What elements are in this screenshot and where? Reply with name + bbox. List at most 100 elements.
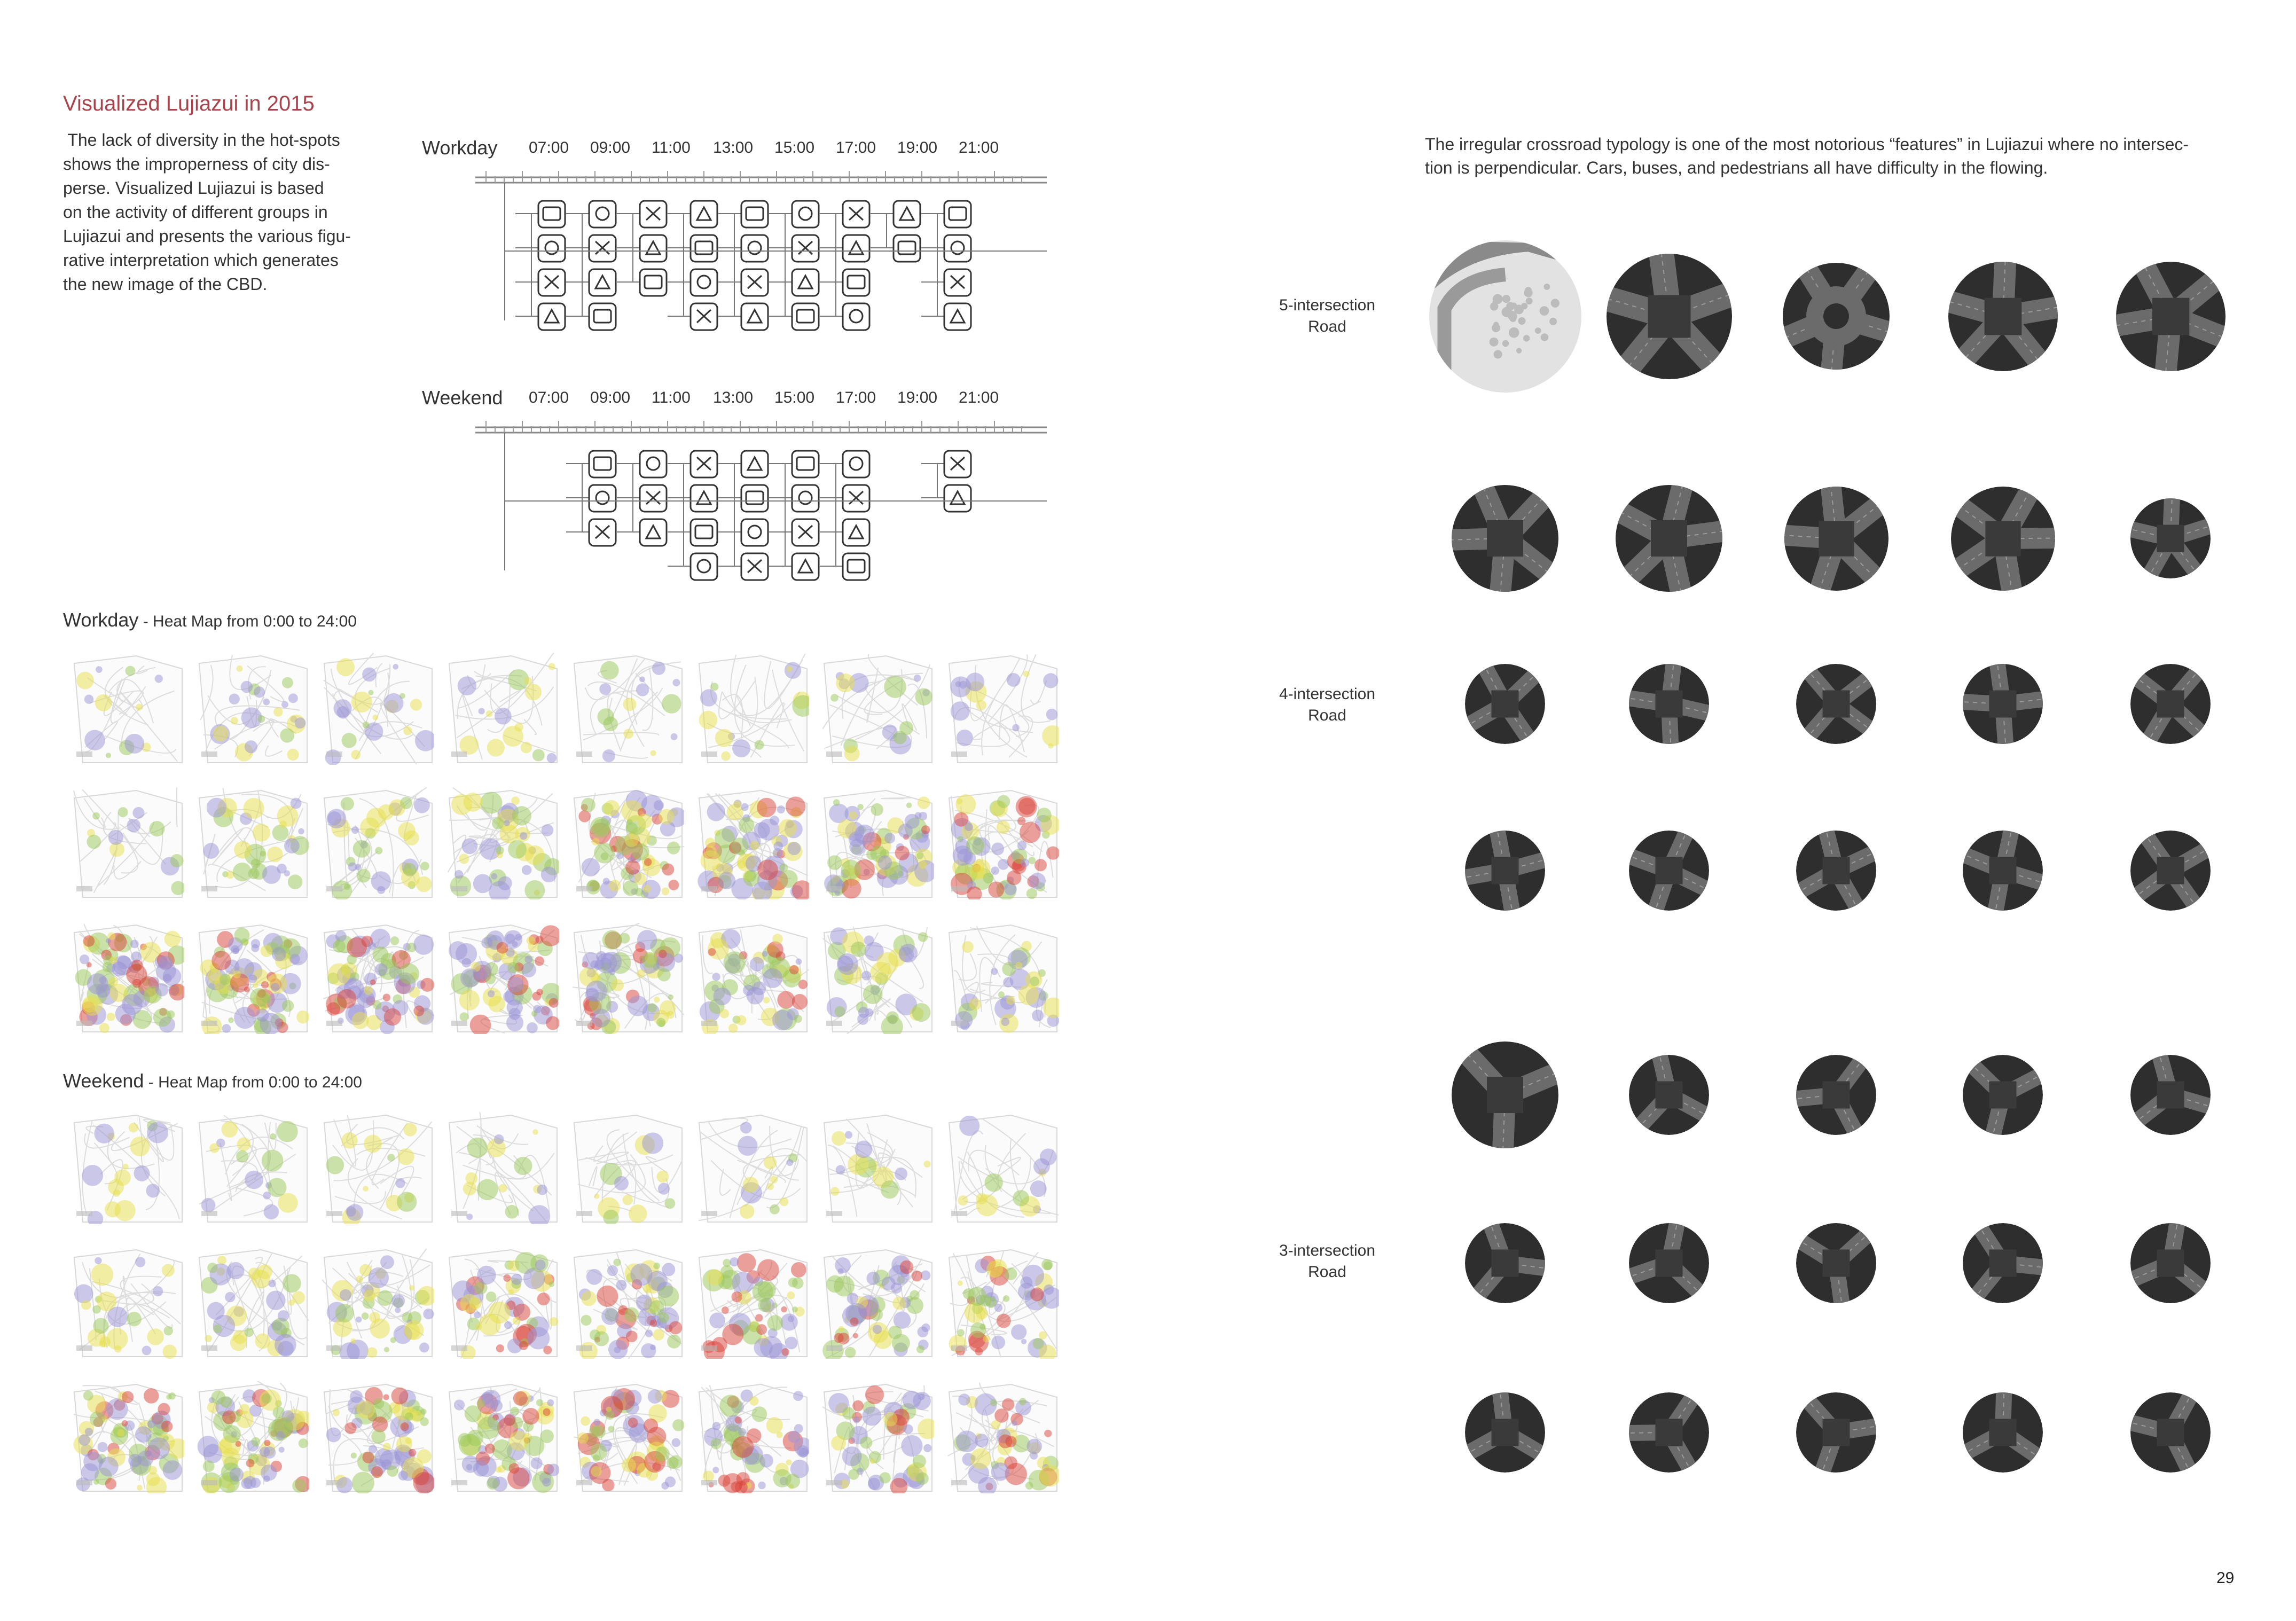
- heatmap-thumbnail: [822, 653, 932, 763]
- intersection-circle: [1963, 1223, 2043, 1303]
- label-line: Road: [1308, 1263, 1346, 1281]
- heatmap-thumbnail: [448, 653, 558, 763]
- label-5-intersection: 5-intersection Road: [1258, 295, 1397, 338]
- heatmap-thumbnail: [323, 1114, 433, 1224]
- heatmap-title-sub: - Heat Map from 0:00 to 24:00: [144, 1074, 362, 1091]
- intersection-circle: [1465, 831, 1545, 911]
- heatmap-thumbnail: [323, 1383, 434, 1493]
- heatmap-thumbnail: [948, 789, 1059, 899]
- weekend-heatmap-grid: [72, 1112, 1059, 1493]
- label-line: 5-intersection: [1279, 296, 1376, 314]
- intersection-circle: [1616, 485, 1722, 592]
- intersection-circle: [1629, 1055, 1709, 1135]
- intersection-circle: [1629, 664, 1709, 744]
- heatmap-thumbnail: [323, 653, 434, 765]
- heatmap-thumbnail: [448, 924, 559, 1034]
- intersection-circle: [1948, 261, 2058, 371]
- intersection-circle: [1963, 1055, 2043, 1135]
- heatmap-thumbnail: [198, 655, 308, 763]
- intersection-circle: [1963, 1392, 2043, 1473]
- heatmap-thumbnail: [698, 924, 809, 1034]
- heatmap-thumbnail: [573, 1383, 684, 1492]
- intro-line: on the activity of different groups in: [63, 202, 328, 222]
- page-title: Visualized Lujiazui in 2015: [63, 92, 315, 115]
- heatmap-thumbnail: [73, 923, 184, 1033]
- workday-label: Workday: [422, 137, 498, 159]
- intersection-circle: [1950, 486, 2055, 591]
- time-label: 15:00: [774, 389, 815, 406]
- label-line: Road: [1308, 707, 1346, 724]
- heatmap-thumbnail: [573, 1114, 683, 1224]
- time-label: 19:00: [897, 389, 938, 406]
- intersection-circle: [2130, 831, 2211, 911]
- intersection-circle: [1784, 486, 1888, 591]
- time-label: 11:00: [652, 139, 691, 156]
- workday-timeline-diagram: [475, 171, 1047, 331]
- intersection-circle: [2130, 1055, 2211, 1135]
- heatmap-thumbnail: [822, 1249, 932, 1359]
- heatmap-thumbnail: [198, 924, 309, 1034]
- label-line: 3-intersection: [1279, 1242, 1376, 1259]
- workday-schedule: Workday 07:00 09:00 11:00 13:00 15:00 17…: [422, 134, 1063, 358]
- time-label: 13:00: [713, 389, 754, 406]
- heatmap-thumbnail: [823, 789, 934, 899]
- aerial-map-circle: [1429, 240, 1581, 393]
- heatmap-thumbnail: [198, 788, 309, 898]
- heatmap-thumbnail: [448, 1249, 559, 1359]
- intro-line: perse. Visualized Lujiazui is based: [63, 178, 324, 198]
- heatmap-thumbnail: [948, 1249, 1059, 1359]
- heatmap-thumbnail: [573, 922, 684, 1034]
- weekend-heatmap-title: Weekend - Heat Map from 0:00 to 24:00: [63, 1070, 362, 1092]
- heatmap-thumbnail: [73, 655, 183, 763]
- heatmap-thumbnail: [323, 787, 433, 899]
- label-line: Road: [1308, 318, 1346, 335]
- intersection-circle: [2130, 498, 2211, 578]
- workday-time-row: 07:00 09:00 11:00 13:00 15:00 17:00 19:0…: [529, 139, 1063, 160]
- intersection-circle: [1629, 831, 1709, 911]
- label-line: 4-intersection: [1279, 685, 1376, 703]
- intersection-circle: [1796, 831, 1876, 911]
- label-4-intersection: 4-intersection Road: [1258, 684, 1397, 726]
- time-label: 17:00: [836, 139, 876, 156]
- intersection-circle: [2130, 1392, 2211, 1473]
- intersection-circle: [1796, 1392, 1876, 1473]
- page-number: 29: [2216, 1569, 2235, 1587]
- heatmap-thumbnail: [73, 1249, 183, 1359]
- heatmap-thumbnail: [322, 1248, 434, 1359]
- heatmap-thumbnail: [698, 1114, 808, 1223]
- workday-heatmap-grid: [72, 653, 1059, 1034]
- heatmap-title-sub: - Heat Map from 0:00 to 24:00: [138, 613, 357, 630]
- heatmap-thumbnail: [448, 1383, 559, 1493]
- crossroad-intro: The irregular crossroad typology is one …: [1425, 132, 2237, 179]
- intersection-circle: [1629, 1223, 1709, 1303]
- heatmap-thumbnail: [73, 787, 184, 898]
- intersection-circle: [1452, 1041, 1558, 1148]
- heatmap-title-main: Weekend: [63, 1070, 144, 1092]
- intersection-circle: [1465, 1392, 1545, 1473]
- heatmap-thumbnail: [573, 655, 683, 763]
- heatmap-thumbnail: [823, 1114, 932, 1223]
- heatmap-thumbnail: [573, 1249, 683, 1359]
- time-label: 17:00: [836, 389, 876, 406]
- intersection-circle: [1606, 253, 1732, 379]
- intersection-circle: [2115, 261, 2226, 371]
- time-label: 19:00: [897, 139, 938, 156]
- intro-line: the new image of the CBD.: [63, 275, 268, 294]
- heatmap-thumbnail: [948, 1114, 1059, 1223]
- time-label: 09:00: [590, 139, 631, 156]
- heatmap-thumbnail: [323, 924, 434, 1034]
- intersection-circle: [1796, 1055, 1876, 1135]
- time-label: 07:00: [529, 139, 569, 156]
- heatmap-thumbnail: [448, 1112, 558, 1224]
- weekend-time-row: 07:00 09:00 11:00 13:00 15:00 17:00 19:0…: [529, 389, 1063, 410]
- heatmap-thumbnail: [948, 654, 1059, 763]
- heatmap-thumbnail: [198, 1249, 309, 1357]
- time-label: 11:00: [652, 389, 691, 406]
- intersection-circle: [1963, 664, 2043, 744]
- heatmap-thumbnail: [698, 1249, 808, 1359]
- heatmap-thumbnail: [947, 1382, 1059, 1493]
- intro-line: shows the improperness of city dis-: [63, 154, 330, 174]
- heatmap-thumbnail: [698, 653, 809, 763]
- intro-line: The lack of diversity in the hot-spots: [63, 130, 340, 150]
- intro-line: tion is perpendicular. Cars, buses, and …: [1425, 158, 2048, 177]
